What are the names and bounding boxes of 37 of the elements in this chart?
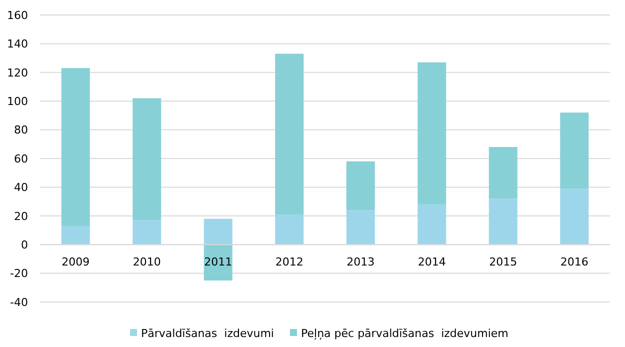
y-tick-label: -20 [10, 267, 28, 280]
y-tick-label: 140 [7, 38, 28, 51]
x-tick-label: 2013 [346, 255, 375, 268]
legend-label: Peļņa pēc pārvaldīšanas izdevumiem [301, 326, 508, 340]
y-tick-label: 20 [14, 210, 28, 223]
x-tick-label: 2012 [275, 255, 304, 268]
bar [418, 62, 446, 204]
x-tick-label: 2016 [560, 255, 588, 268]
bar [418, 204, 446, 245]
y-tick-label: 0 [21, 238, 28, 252]
bar [132, 98, 162, 220]
y-tick-label: 40 [14, 181, 28, 194]
x-tick-label: 2010 [132, 255, 161, 268]
y-tick-label: 100 [7, 94, 28, 108]
y-tick-label: 160 [7, 8, 28, 22]
x-tick-label: 2011 [204, 255, 232, 268]
bar [275, 54, 304, 214]
bar [488, 147, 518, 199]
y-tick-label: 80 [14, 124, 28, 137]
bar [204, 244, 232, 280]
y-tick-label: 120 [7, 66, 28, 80]
bar [560, 188, 589, 245]
bar [560, 112, 589, 189]
bar [204, 218, 232, 245]
y-tick-label: 60 [14, 152, 28, 166]
y-tick-label: -40 [10, 296, 28, 309]
bar [61, 226, 90, 245]
x-tick-label: 2009 [62, 255, 90, 268]
bar [346, 210, 375, 245]
bar [61, 68, 90, 226]
bar [346, 161, 375, 210]
legend-label: Pārvaldīšanas izdevumi [141, 326, 274, 340]
x-tick-label: 2014 [418, 255, 446, 268]
x-tick-label: 2015 [489, 255, 518, 268]
bar [275, 214, 304, 245]
bar [488, 198, 518, 245]
bar [132, 220, 162, 245]
